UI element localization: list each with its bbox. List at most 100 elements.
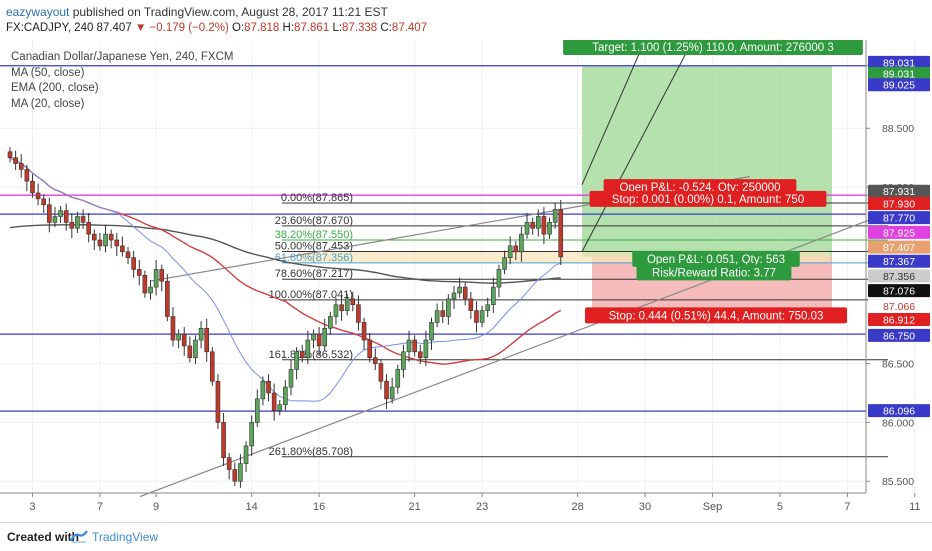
ohlc-high: H:87.861 xyxy=(282,22,330,34)
price-tag-label-11: 87.066 xyxy=(883,301,915,313)
projection-arrow-2 xyxy=(581,49,642,185)
candle-up xyxy=(429,322,434,341)
candle-up xyxy=(311,333,316,341)
candle-down xyxy=(271,392,277,411)
candle-down xyxy=(170,316,176,341)
ohlc-close: C:87.407 xyxy=(380,22,428,34)
candle-down xyxy=(299,351,305,358)
stop-label-bg xyxy=(585,307,847,324)
price-tag-2 xyxy=(868,78,930,92)
candle-down xyxy=(361,322,367,341)
candle-down xyxy=(513,245,519,253)
candle-down xyxy=(86,222,91,235)
tradingview-brand-link[interactable]: TradingView xyxy=(92,530,159,544)
candle-down xyxy=(18,163,24,170)
publish-line: eazywayout published on TradingView.com,… xyxy=(6,5,388,19)
candle-up xyxy=(547,222,552,235)
candle-up xyxy=(479,310,485,323)
candle-up xyxy=(249,422,254,447)
x-tick-label: 28 xyxy=(571,501,583,513)
candle-down xyxy=(187,345,193,358)
candle-up xyxy=(322,327,328,347)
symbol-info: FX:CADJPY, 240 87.407 xyxy=(6,22,132,34)
candle-down xyxy=(181,333,187,347)
candle-down xyxy=(35,192,41,200)
x-tick-label: 7 xyxy=(844,501,850,513)
price-tag-14 xyxy=(868,404,930,418)
candle-down xyxy=(13,157,18,164)
price-tag-10 xyxy=(868,284,930,298)
candle-up xyxy=(401,351,406,370)
candle-down xyxy=(232,469,238,482)
candle-down xyxy=(204,327,209,353)
price-tag-3 xyxy=(868,184,930,198)
candle-down xyxy=(80,216,86,223)
price-tag-label-1: 89.031 xyxy=(883,69,915,81)
price-tag-7 xyxy=(868,240,930,254)
candle-up xyxy=(389,386,395,400)
target-zone xyxy=(582,65,832,257)
candle-up xyxy=(305,339,311,358)
price-tag-9 xyxy=(868,269,930,283)
x-tick-label: 9 xyxy=(153,501,159,513)
candle-down xyxy=(142,275,148,294)
candle-up xyxy=(552,209,558,223)
x-tick-label: 14 xyxy=(246,501,258,513)
y-tick-label: 86.500 xyxy=(882,359,914,371)
candle-up xyxy=(406,339,412,353)
candle-down xyxy=(440,310,446,317)
y-tick-label: 86.000 xyxy=(882,417,914,429)
candle-up xyxy=(103,233,108,247)
price-tag-label-13: 86.750 xyxy=(883,330,915,342)
stop-label: Stop: 0.444 (0.51%) 44.4, Amount: 750.03 xyxy=(609,310,824,322)
candle-down xyxy=(7,151,13,158)
candle-up xyxy=(496,269,502,288)
candle-up xyxy=(535,216,541,229)
candle-up xyxy=(75,216,80,229)
legend-ma20[interactable]: MA (20, close) xyxy=(11,97,85,110)
candle-up xyxy=(507,245,513,258)
candle-up xyxy=(148,286,153,294)
candle-up xyxy=(58,210,63,217)
candle-down xyxy=(24,169,30,182)
x-tick-label: 7 xyxy=(97,501,103,513)
price-chart[interactable]: 0.00%(87.865) 23.60%(87.670) 38.20%(87.550… xyxy=(0,40,932,522)
candle-down xyxy=(92,233,97,241)
candle-up xyxy=(254,398,260,423)
candle-down xyxy=(210,351,215,382)
legend-ema200[interactable]: EMA (200, close) xyxy=(11,82,99,94)
x-tick-label: 3 xyxy=(29,501,35,513)
y-tick-label: 85.500 xyxy=(882,476,914,488)
legend-ma50[interactable]: MA (50, close) xyxy=(11,66,85,79)
short-stop-label: Stop: 0.001 (0.00%) 0.1, Amount: 750 xyxy=(612,194,804,206)
candle-down xyxy=(226,457,232,470)
author-link[interactable]: eazywayout xyxy=(6,5,70,19)
candle-down xyxy=(468,298,474,311)
ohlc-open: O:87.818 xyxy=(232,22,280,34)
fib-label-1: 23.60%(87.670) xyxy=(275,215,353,227)
price-tag-label-14: 86.096 xyxy=(883,406,915,418)
price-tag-12 xyxy=(868,312,930,326)
candle-down xyxy=(120,245,125,253)
candle-up xyxy=(423,339,429,358)
candle-down xyxy=(339,304,344,311)
x-tick-label: 23 xyxy=(476,501,488,513)
price-tag-11 xyxy=(868,299,930,313)
candle-down xyxy=(30,180,35,194)
candle-up xyxy=(238,463,243,482)
publish-info: published on TradingView.com, August 28,… xyxy=(69,5,388,19)
price-tag-4 xyxy=(868,197,930,211)
legend-symbol[interactable]: Canadian Dollar/Japanese Yen, 240, FXCM xyxy=(11,51,234,63)
short-stop-label-bg xyxy=(589,190,827,207)
price-tag-label-6: 87.925 xyxy=(883,227,915,239)
indicator-legend: Canadian Dollar/Japanese Yen, 240, FXCM … xyxy=(11,50,233,112)
candle-down xyxy=(412,339,417,353)
price-tag-label-0: 89.031 xyxy=(883,57,915,69)
price-tag-label-9: 87.356 xyxy=(883,271,915,283)
candle-down xyxy=(47,204,52,223)
fib-label-0: 0.00%(87.865) xyxy=(281,192,353,204)
candle-up xyxy=(153,269,159,288)
candle-up xyxy=(198,327,204,341)
x-tick-label: Sep xyxy=(703,501,723,513)
candle-up xyxy=(519,233,524,253)
